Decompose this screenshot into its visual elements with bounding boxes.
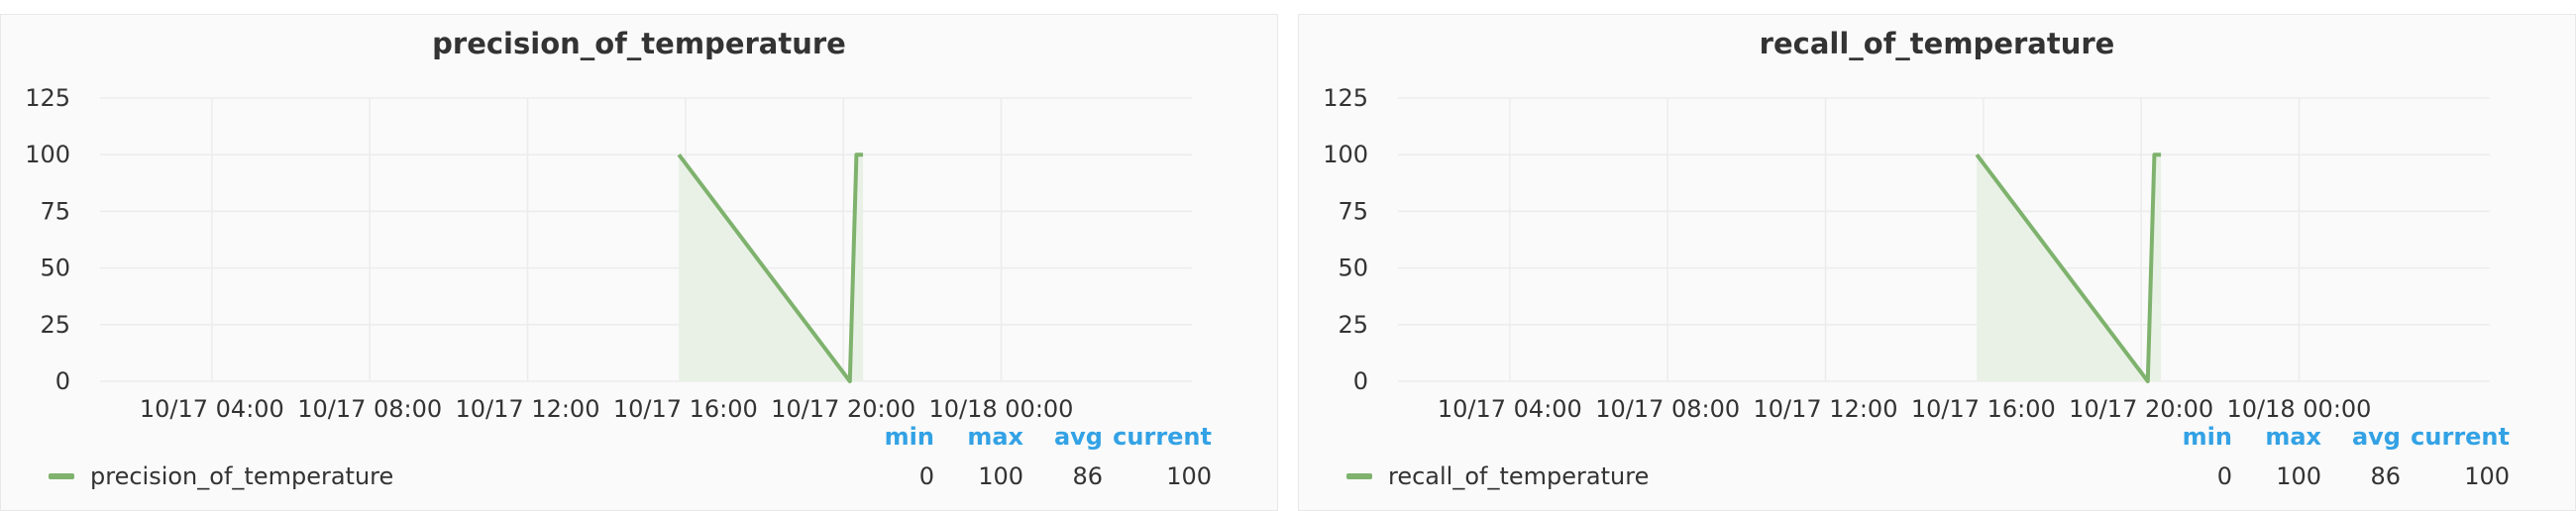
x-tick-label: 10/17 08:00 [1595, 395, 1740, 423]
y-tick-label: 75 [40, 197, 70, 225]
legend-header-avg[interactable]: avg [2351, 423, 2401, 451]
legend-stat-max: 100 [978, 462, 1023, 490]
x-tick-label: 10/17 16:00 [613, 395, 758, 423]
series-area [1977, 154, 2162, 381]
legend-stat-avg: 86 [2370, 462, 2401, 490]
x-tick-label: 10/18 00:00 [2226, 395, 2371, 423]
x-tick-label: 10/17 04:00 [140, 395, 284, 423]
x-tick-label: 10/17 20:00 [2069, 395, 2213, 423]
panel-title: precision_of_temperature [432, 27, 846, 60]
legend-stat-current: 100 [1166, 462, 1212, 490]
x-tick-label: 10/17 12:00 [456, 395, 600, 423]
y-tick-label: 25 [40, 311, 70, 339]
legend-row[interactable]: precision_of_temperature 0 100 86 100 [49, 462, 1212, 490]
legend-stat-avg: 86 [1072, 462, 1103, 490]
x-tick-label: 10/17 12:00 [1754, 395, 1898, 423]
y-tick-label: 125 [1323, 84, 1368, 112]
legend-stat-max: 100 [2276, 462, 2321, 490]
legend-row[interactable]: recall_of_temperature 0 100 86 100 [1346, 462, 2510, 490]
series-area [679, 154, 864, 381]
series-line [1975, 153, 2162, 383]
legend-swatch [1346, 473, 1372, 479]
x-tick-label: 10/17 20:00 [771, 395, 915, 423]
x-tick-label: 10/17 08:00 [297, 395, 442, 423]
legend-header-min[interactable]: min [2182, 423, 2232, 451]
x-tick-label: 10/17 04:00 [1438, 395, 1582, 423]
legend-stat-current: 100 [2464, 462, 2510, 490]
panel-title: recall_of_temperature [1759, 27, 2115, 60]
y-tick-label: 25 [1338, 311, 1368, 339]
legend-stat-min: 0 [918, 462, 934, 490]
x-tick-label: 10/17 16:00 [1911, 395, 2056, 423]
legend-header-max[interactable]: max [2265, 423, 2321, 451]
y-tick-label: 100 [1323, 141, 1368, 168]
legend-header-current[interactable]: current [2411, 423, 2510, 451]
series-line [677, 153, 864, 383]
y-tick-label: 50 [1338, 255, 1368, 282]
y-tick-label: 75 [1338, 197, 1368, 225]
x-tick-label: 10/18 00:00 [928, 395, 1073, 423]
legend-stat-min: 0 [2216, 462, 2232, 490]
legend-series-name[interactable]: precision_of_temperature [90, 462, 394, 490]
legend-headers: min max avg current [2173, 423, 2510, 451]
legend-series-name[interactable]: recall_of_temperature [1388, 462, 1650, 490]
panel-precision: precision_of_temperature 0 25 50 75 100 125 10… [0, 14, 1278, 511]
y-tick-label: 125 [25, 84, 70, 112]
y-tick-label: 50 [40, 255, 70, 282]
chart-recall: 0 25 50 75 100 125 10/17 04:00 10/17 08:00 10/17… [1323, 84, 2490, 423]
y-tick-label: 100 [25, 141, 70, 168]
legend-headers: min max avg current [875, 423, 1212, 451]
legend-header-current[interactable]: current [1113, 423, 1212, 451]
legend-header-min[interactable]: min [884, 423, 934, 451]
y-tick-label: 0 [55, 367, 70, 395]
y-tick-label: 0 [1353, 367, 1368, 395]
chart-precision: 0 25 50 75 100 125 10/17 04:00 10/17 08:00 10/17… [25, 84, 1192, 423]
legend-header-max[interactable]: max [967, 423, 1023, 451]
panel-recall: recall_of_temperature 0 25 50 75 100 125 10/17… [1298, 14, 2576, 511]
legend-swatch [49, 473, 74, 479]
legend-header-avg[interactable]: avg [1053, 423, 1103, 451]
